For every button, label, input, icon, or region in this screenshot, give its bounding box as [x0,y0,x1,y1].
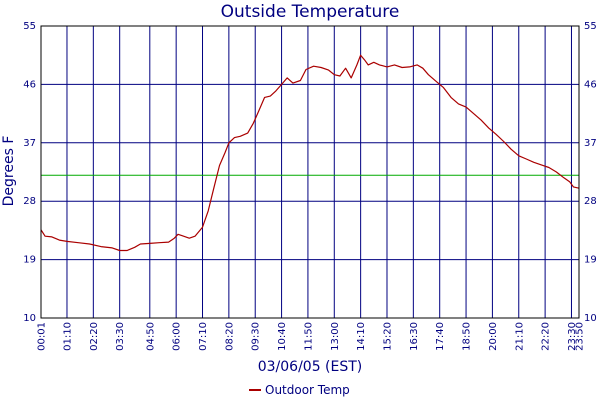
x-tick-label: 14:10 [356,322,367,351]
y-tick-label-left: 28 [23,196,36,207]
series-group [40,54,580,252]
y-tick-label-left: 10 [23,313,36,324]
x-tick-label: 09:30 [251,322,262,351]
legend: Outdoor Temp [249,383,350,397]
x-tick-label: 02:20 [89,322,100,351]
x-tick-label: 18:50 [462,322,473,351]
x-tick-label: 23:30 [567,322,578,351]
y-tick-label-left: 46 [23,79,36,90]
x-tick-label: 10:40 [277,322,288,351]
x-tick-label: 13:00 [330,322,341,351]
y-tick-label-left: 37 [23,138,36,149]
series-line-outdoor-temp [40,54,580,252]
x-tick-label: 03:30 [115,322,126,351]
y-tick-label-right: 19 [584,255,597,266]
x-tick-label: 00:01 [37,322,48,351]
grid-lines [40,25,580,319]
y-tick-label-right: 10 [584,313,597,324]
x-tick-label: 15:20 [382,322,393,351]
legend-label: Outdoor Temp [265,383,350,397]
chart-title: Outside Temperature [221,2,400,22]
y-tick-label-left: 19 [23,255,36,266]
y-tick-label-right: 55 [584,21,597,32]
x-tick-label: 21:10 [514,322,525,351]
x-tick-label: 23:50 [575,322,586,351]
x-tick-label: 06:00 [172,322,183,351]
x-tick-label: 17:40 [435,322,446,351]
y-tick-label-right: 46 [584,79,597,90]
x-tick-labels: 00:01 01:10 02:20 03:30 04:50 06:00 07:10 08:20… [37,322,586,351]
x-tick-label: 07:10 [198,322,209,351]
plot-frame [40,25,580,319]
x-tick-label: 01:10 [62,322,73,351]
y-tick-labels-right: 10 19 28 37 46 55 [584,21,597,324]
x-tick-label: 04:50 [145,322,156,351]
x-tick-label: 20:00 [488,322,499,351]
y-tick-label-left: 55 [23,21,36,32]
x-tick-label: 16:30 [409,322,420,351]
x-axis-label: 03/06/05 (EST) [258,359,363,375]
y-axis-label: Degrees F [1,136,17,207]
y-tick-label-right: 37 [584,138,597,149]
x-tick-label: 22:20 [541,322,552,351]
y-tick-labels-left: 10 19 28 37 46 55 [23,21,36,324]
x-tick-label: 11:50 [303,322,314,351]
x-tick-label: 08:20 [224,322,235,351]
y-tick-label-right: 28 [584,196,597,207]
